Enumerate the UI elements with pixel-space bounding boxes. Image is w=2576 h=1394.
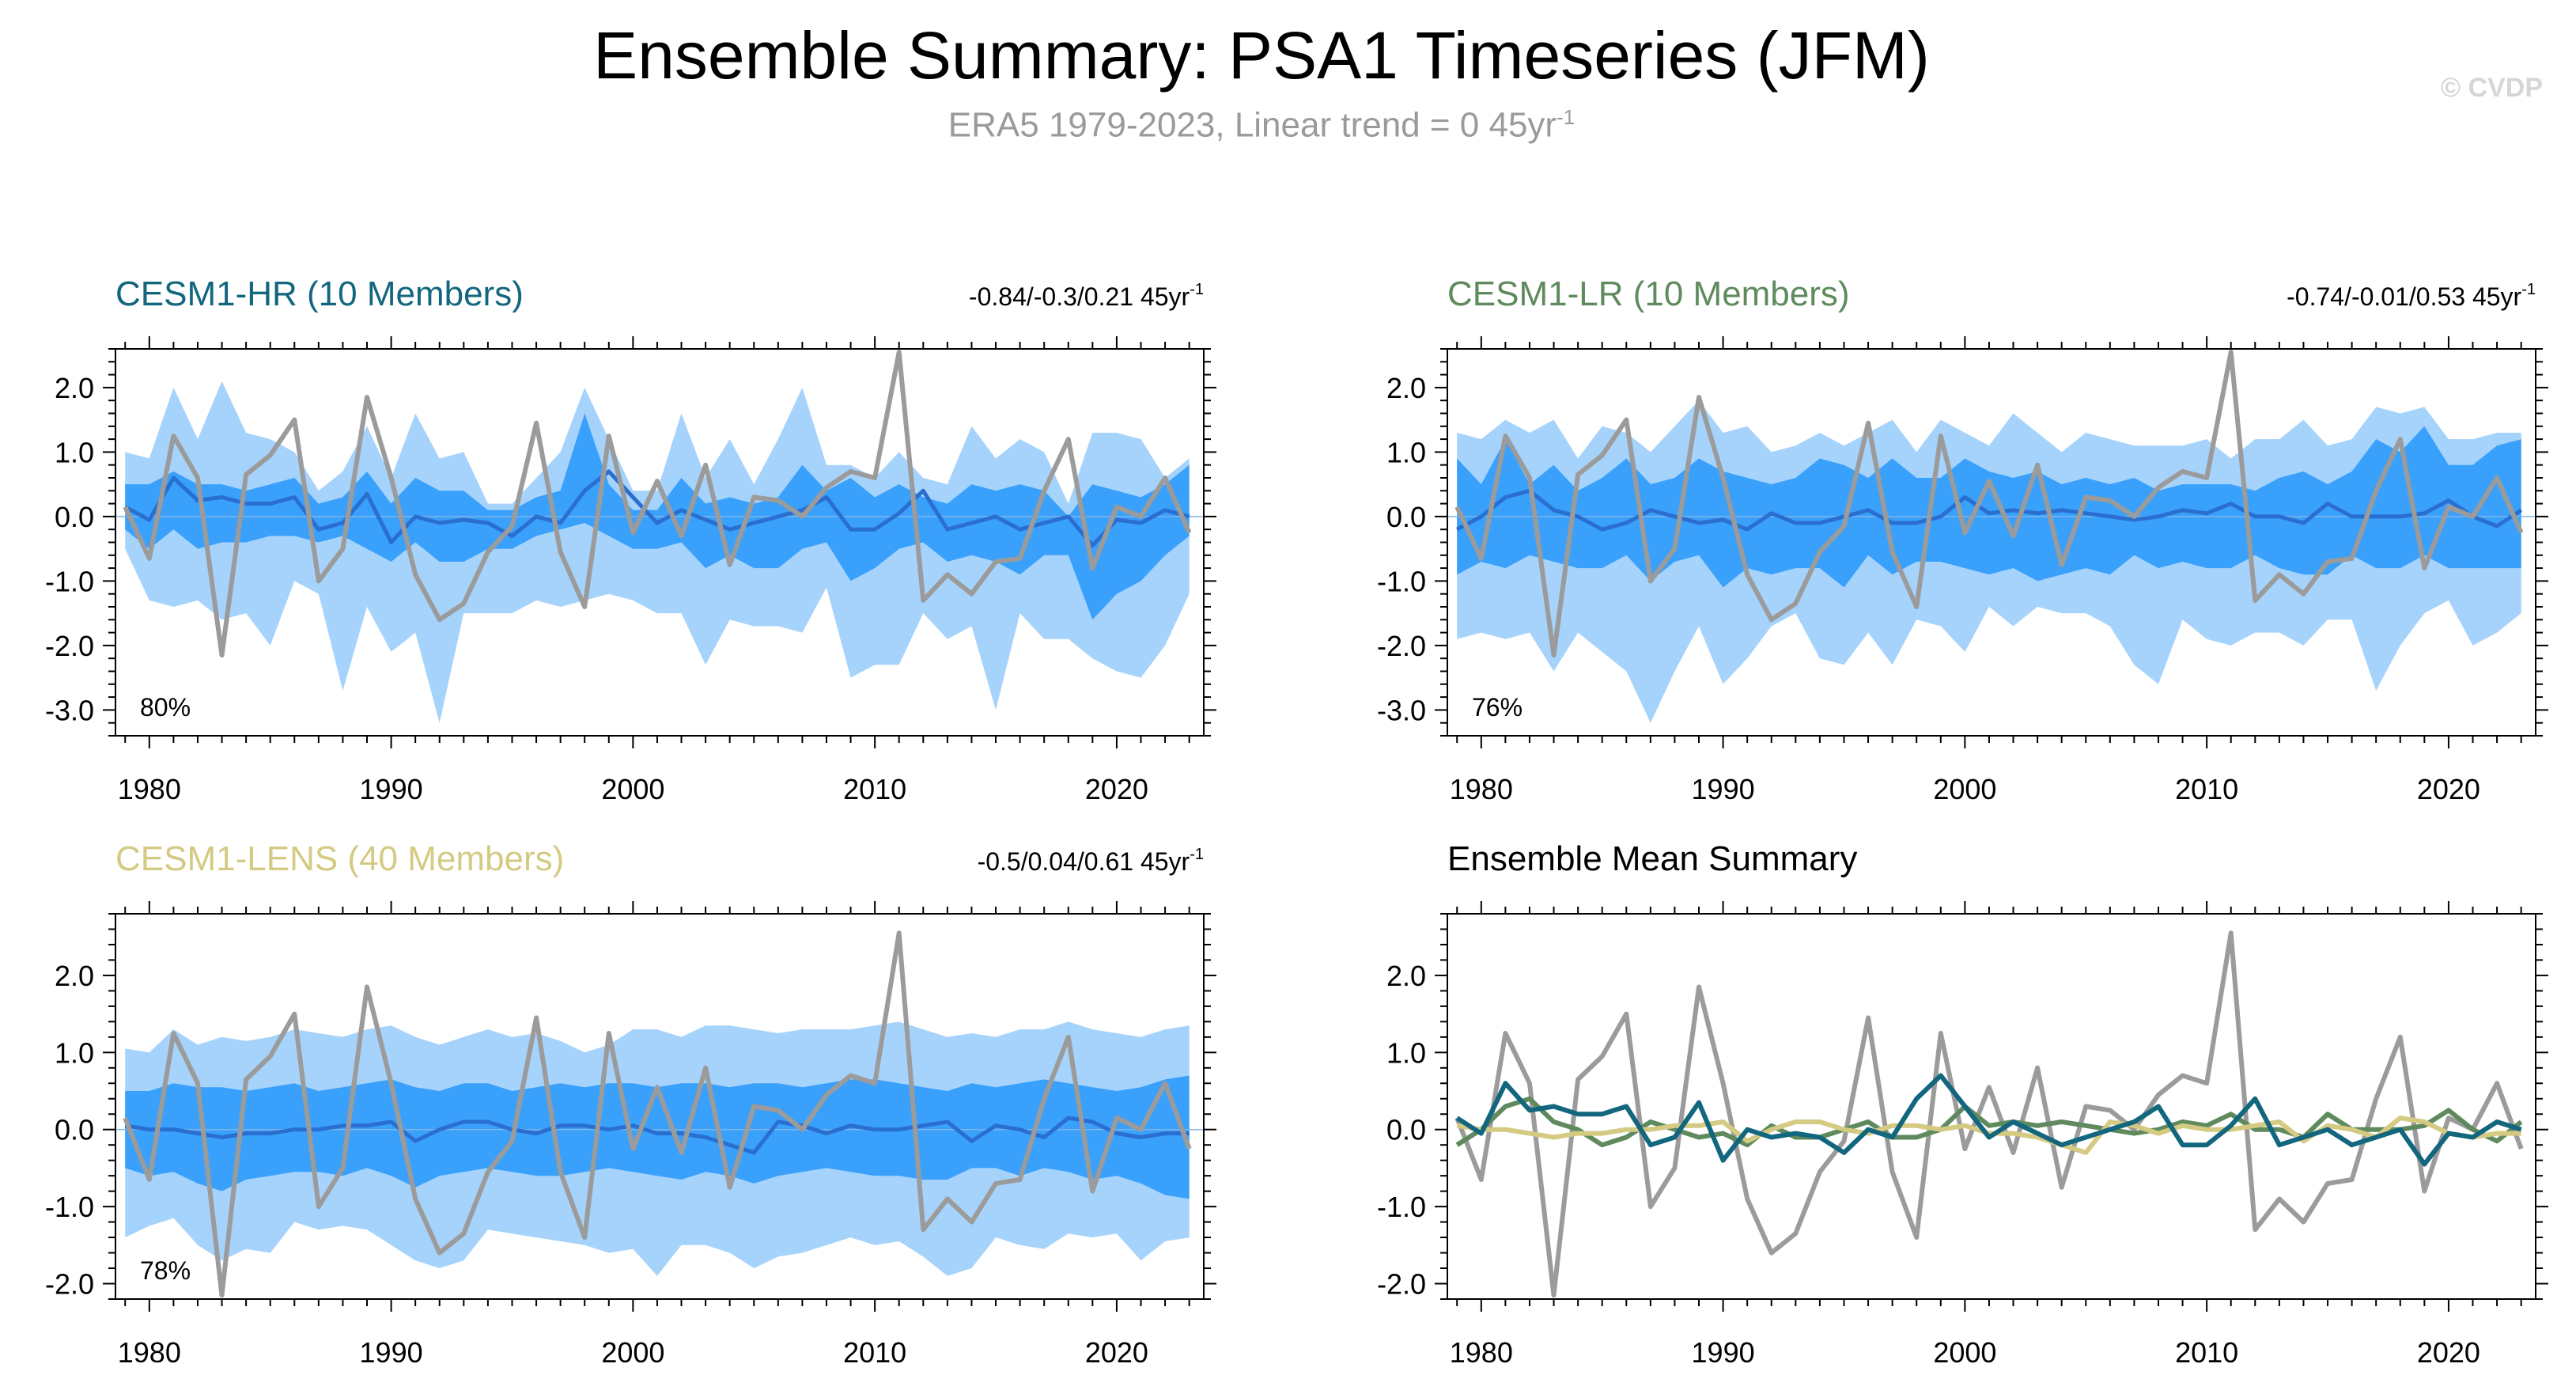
band-outer-hr bbox=[125, 381, 1190, 723]
xtick-label: 1980 bbox=[1450, 773, 1513, 805]
plot-frame-lens bbox=[115, 913, 1205, 1300]
ytick-label: -3.0 bbox=[1377, 694, 1426, 726]
xtick-label: 1980 bbox=[118, 773, 181, 805]
panel-title-lr: CESM1-LR (10 Members) bbox=[1447, 275, 1850, 313]
ytick-label: -2.0 bbox=[45, 1268, 94, 1301]
xtick-label: 2000 bbox=[1933, 773, 1996, 805]
xtick-label: 1990 bbox=[1692, 773, 1755, 805]
trend-superscript: -1 bbox=[1190, 281, 1204, 298]
band-inner-lens bbox=[125, 1075, 1190, 1199]
trend-text: -0.5/0.04/0.61 45yr bbox=[978, 847, 1190, 876]
panel-title-lens: CESM1-LENS (40 Members) bbox=[115, 839, 564, 878]
ensemble-mean-line-lr bbox=[1456, 488, 2523, 532]
ytick-label: 2.0 bbox=[1386, 960, 1426, 992]
percent-label-lens: 78% bbox=[140, 1256, 191, 1285]
series-line-cesm1_lr bbox=[1455, 1096, 2523, 1148]
plot-frame-summary bbox=[1447, 913, 2536, 1300]
xtick-label: 2020 bbox=[2417, 1336, 2480, 1369]
series-line-cesm1_lens bbox=[1456, 1116, 2521, 1155]
xtick-label: 1980 bbox=[1450, 1336, 1513, 1369]
percent-label-hr: 80% bbox=[140, 693, 191, 722]
ensemble-mean-line-lens bbox=[124, 1116, 1190, 1155]
ytick-label: 0.0 bbox=[55, 1114, 94, 1146]
ytick-label: 1.0 bbox=[55, 436, 94, 468]
ytick-label: 2.0 bbox=[55, 372, 94, 404]
ytick-label: -1.0 bbox=[45, 1191, 94, 1223]
figure-title: Ensemble Summary: PSA1 Timeseries (JFM) bbox=[593, 18, 1930, 93]
xtick-label: 2000 bbox=[601, 773, 664, 805]
xtick-label: 2020 bbox=[1085, 1336, 1148, 1369]
panel-trend-lens: -0.5/0.04/0.61 45yr-1 bbox=[978, 846, 1204, 876]
xtick-label: 1990 bbox=[360, 773, 423, 805]
observation-line-hr bbox=[123, 350, 1192, 658]
ytick-label: 0.0 bbox=[55, 501, 94, 533]
ytick-label: 0.0 bbox=[1386, 1114, 1426, 1146]
ytick-label: -2.0 bbox=[1377, 1268, 1426, 1301]
ensemble-mean-line-hr bbox=[124, 469, 1190, 548]
plot-area-hr bbox=[115, 350, 1204, 723]
trend-superscript: -1 bbox=[2521, 281, 2536, 298]
plot-area-lens bbox=[115, 930, 1204, 1298]
panel-title-summary: Ensemble Mean Summary bbox=[1447, 839, 1857, 878]
panel-lr: CESM1-LR (10 Members) -0.74/-0.01/0.53 45… bbox=[1377, 275, 2548, 805]
trend-superscript: -1 bbox=[1190, 846, 1204, 863]
ytick-label: -2.0 bbox=[1377, 630, 1426, 662]
panel-hr: CESM1-HR (10 Members) -0.84/-0.3/0.21 45y… bbox=[45, 275, 1216, 805]
band-inner-lr bbox=[1457, 426, 2521, 588]
xtick-label: 2000 bbox=[1933, 1336, 1996, 1369]
ytick-label: -1.0 bbox=[1377, 1191, 1426, 1223]
subtitle-superscript: -1 bbox=[1557, 105, 1575, 129]
panel-lens: CESM1-LENS (40 Members) -0.5/0.04/0.61 45… bbox=[45, 839, 1216, 1369]
ytick-label: 1.0 bbox=[1386, 436, 1426, 468]
xtick-label: 2010 bbox=[2175, 773, 2238, 805]
ytick-label: 1.0 bbox=[55, 1036, 94, 1069]
ytick-label: -2.0 bbox=[45, 630, 94, 662]
xtick-label: 2020 bbox=[1085, 773, 1148, 805]
percent-label-lr: 76% bbox=[1472, 693, 1523, 722]
panel-trend-lr: -0.74/-0.01/0.53 45yr-1 bbox=[2287, 281, 2536, 311]
xtick-label: 2000 bbox=[601, 1336, 664, 1369]
panel-title-hr: CESM1-HR (10 Members) bbox=[115, 275, 524, 313]
ytick-label: 1.0 bbox=[1386, 1036, 1426, 1069]
xtick-label: 2010 bbox=[843, 1336, 906, 1369]
xtick-label: 2010 bbox=[2175, 1336, 2238, 1369]
plot-area-lr bbox=[1447, 350, 2536, 723]
xtick-label: 1990 bbox=[360, 1336, 423, 1369]
ytick-label: -1.0 bbox=[45, 565, 94, 597]
xtick-label: 2020 bbox=[2417, 773, 2480, 805]
figure-subtitle: ERA5 1979-2023, Linear trend = 0 45yr-1 bbox=[0, 105, 2523, 146]
ytick-label: 0.0 bbox=[1386, 501, 1426, 533]
observation-line-lr bbox=[1454, 350, 2524, 658]
ytick-label: -3.0 bbox=[45, 694, 94, 726]
xtick-label: 2010 bbox=[843, 773, 906, 805]
panel-trend-hr: -0.84/-0.3/0.21 45yr-1 bbox=[969, 281, 1204, 311]
ytick-label: -1.0 bbox=[1377, 565, 1426, 597]
copyright-label: © CVDP bbox=[2441, 73, 2543, 103]
subtitle-text: ERA5 1979-2023, Linear trend = 0 45yr bbox=[948, 105, 1557, 145]
trend-text: -0.84/-0.3/0.21 45yr bbox=[969, 282, 1190, 311]
observation-line-lens bbox=[123, 930, 1192, 1298]
xtick-label: 1980 bbox=[118, 1336, 181, 1369]
xtick-label: 1990 bbox=[1692, 1336, 1755, 1369]
plot-area-summary bbox=[1454, 930, 2524, 1298]
series-line-observation bbox=[1454, 930, 2524, 1298]
trend-text: -0.74/-0.01/0.53 45yr bbox=[2287, 282, 2521, 311]
ytick-label: 2.0 bbox=[1386, 372, 1426, 404]
series-line-cesm1_hr bbox=[1455, 1073, 2522, 1167]
panel-summary: Ensemble Mean Summary 2.0 1.0 0.0 -1.0 -2.0 19… bbox=[1377, 839, 2548, 1369]
ytick-label: 2.0 bbox=[55, 960, 94, 992]
